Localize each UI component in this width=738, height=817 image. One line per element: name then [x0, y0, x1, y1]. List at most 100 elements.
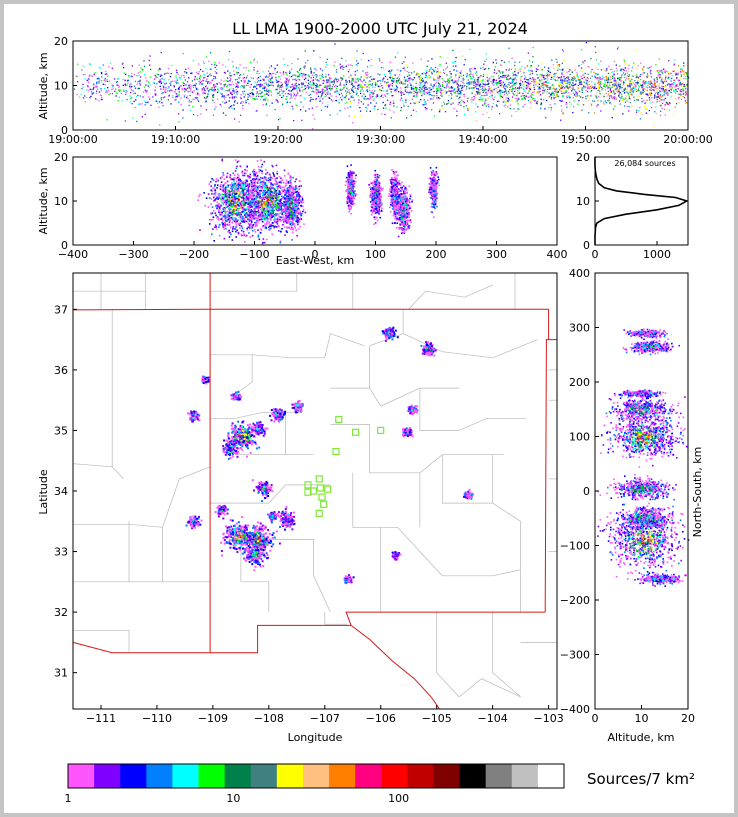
- time-altitude-source: [496, 83, 498, 85]
- time-altitude-source: [170, 81, 172, 83]
- time-altitude-source: [575, 91, 577, 93]
- time-altitude-source: [256, 93, 258, 95]
- time-altitude-source: [414, 102, 416, 104]
- time-altitude-source: [503, 84, 505, 87]
- time-altitude-source: [132, 93, 135, 95]
- time-altitude-source: [619, 86, 622, 88]
- time-altitude-source: [199, 76, 201, 78]
- ew-altitude-source: [224, 211, 227, 214]
- time-altitude-source: [529, 77, 531, 79]
- time-altitude-source: [339, 89, 341, 91]
- time-altitude-source: [281, 96, 283, 99]
- time-altitude-source: [102, 83, 104, 85]
- time-altitude-source: [604, 83, 606, 85]
- time-altitude-source: [190, 101, 192, 103]
- time-altitude-source: [354, 74, 356, 76]
- time-altitude-source: [262, 87, 264, 89]
- time-altitude-source: [186, 95, 188, 97]
- time-altitude-source: [670, 80, 672, 82]
- time-altitude-source: [324, 96, 326, 98]
- time-altitude-source: [660, 76, 662, 78]
- time-altitude-source: [316, 93, 318, 95]
- ew-altitude-source: [257, 207, 260, 210]
- time-altitude-source: [680, 75, 682, 77]
- time-altitude-source: [369, 93, 371, 95]
- time-altitude-source: [334, 84, 337, 87]
- time-altitude-source: [371, 90, 373, 92]
- time-altitude-source: [448, 81, 450, 83]
- time-altitude-source: [577, 103, 579, 105]
- time-altitude-source: [130, 83, 132, 85]
- time-altitude-source: [675, 88, 677, 91]
- time-altitude-source: [204, 89, 206, 92]
- ew-altitude-source: [257, 209, 260, 211]
- time-altitude-source: [607, 81, 609, 83]
- time-altitude-source: [493, 88, 495, 90]
- time-altitude-source: [428, 69, 430, 71]
- time-altitude-source: [523, 72, 525, 74]
- time-altitude-source: [483, 63, 485, 65]
- time-altitude-source: [534, 100, 536, 102]
- time-altitude-source: [309, 100, 311, 102]
- time-altitude-source: [546, 91, 548, 93]
- time-altitude-source: [460, 75, 462, 77]
- time-altitude-source: [482, 113, 484, 116]
- time-altitude-source: [305, 86, 308, 89]
- time-altitude-source: [478, 99, 480, 101]
- time-altitude-source: [452, 65, 454, 67]
- time-altitude-source: [550, 109, 552, 111]
- time-altitude-source: [299, 95, 301, 97]
- time-altitude-source: [560, 100, 563, 102]
- time-altitude-source: [560, 78, 562, 80]
- time-altitude-source: [265, 88, 268, 90]
- time-altitude-source: [158, 106, 160, 108]
- time-altitude-source: [276, 93, 278, 95]
- time-altitude-source: [418, 101, 420, 103]
- time-altitude-source: [268, 91, 270, 93]
- ew-altitude-source: [238, 160, 240, 162]
- ew-altitude-source: [240, 233, 243, 236]
- time-altitude-source: [288, 78, 290, 81]
- time-altitude-source: [571, 71, 573, 73]
- time-altitude-source: [261, 95, 263, 98]
- time-altitude-source: [455, 80, 457, 82]
- time-altitude-source: [141, 69, 143, 71]
- time-altitude-source: [450, 92, 452, 94]
- time-altitude-source: [564, 79, 566, 81]
- time-altitude-source: [585, 42, 588, 44]
- time-altitude-source: [118, 85, 120, 87]
- time-altitude-source: [431, 73, 433, 75]
- time-altitude-source: [649, 82, 651, 84]
- time-altitude-source: [468, 83, 471, 85]
- ew-altitude-source: [221, 158, 224, 161]
- time-altitude-source: [148, 81, 150, 84]
- ew-altitude-source: [225, 176, 228, 179]
- ew-altitude-source: [250, 179, 252, 182]
- time-altitude-source: [613, 79, 615, 81]
- time-altitude-source: [542, 79, 544, 81]
- time-altitude-source: [483, 94, 485, 97]
- time-altitude-source: [282, 95, 284, 97]
- time-altitude-source: [459, 85, 461, 87]
- time-altitude-source: [500, 95, 502, 98]
- ew-altitude-source: [235, 213, 237, 215]
- time-altitude-source: [654, 92, 657, 94]
- time-altitude-source: [524, 81, 526, 83]
- time-altitude-source: [405, 79, 407, 81]
- time-altitude-source: [256, 78, 259, 80]
- time-altitude-source: [383, 77, 385, 79]
- time-altitude-source: [255, 95, 257, 97]
- time-altitude-source: [353, 57, 356, 59]
- time-altitude-source: [548, 96, 551, 98]
- time-altitude-source: [434, 79, 436, 81]
- time-altitude-source: [400, 92, 402, 94]
- time-altitude-source: [292, 78, 294, 81]
- time-altitude-source: [526, 96, 528, 98]
- time-altitude-source: [582, 61, 585, 63]
- time-altitude-source: [371, 78, 373, 81]
- time-altitude-source: [358, 78, 360, 80]
- time-altitude-source: [590, 71, 592, 73]
- ew-altitude-source: [240, 211, 243, 213]
- time-altitude-source: [654, 84, 656, 86]
- time-altitude-source: [462, 84, 464, 87]
